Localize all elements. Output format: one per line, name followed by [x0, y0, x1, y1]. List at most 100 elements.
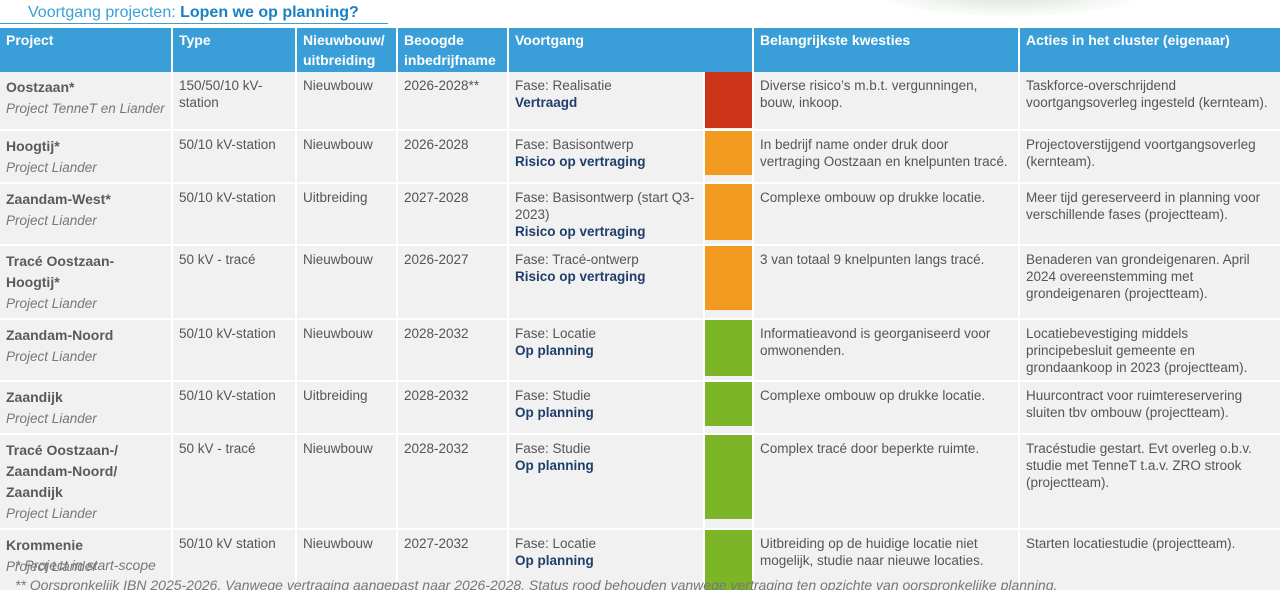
header-acties: Acties in het cluster (eigenaar): [1019, 28, 1280, 72]
project-cell: Tracé Oostzaan-Hoogtij* Project Liander: [0, 245, 173, 320]
project-cell: Zaandijk Project Liander: [0, 381, 173, 435]
beoogde-inbedrijfname-cell: 2028-2032: [397, 319, 509, 382]
table-row: Oostzaan* Project TenneT en Liander 150/50…: [0, 72, 1280, 131]
page-title-prefix: Voortgang projecten:: [28, 4, 181, 21]
nieuwbouw-uitbreiding-cell: Uitbreiding: [296, 183, 398, 246]
acties-cell: Starten locatiestudie (projectteam).: [1019, 529, 1280, 590]
voortgang-cell: Fase: Tracé-ontwerp Risico op vertraging: [508, 245, 705, 320]
table-row: Hoogtij* Project Liander 50/10 kV-station N…: [0, 130, 1280, 184]
project-name: Krommenie: [6, 537, 84, 553]
acties-cell: Tracéstudie gestart. Evt overleg o.b.v. …: [1019, 434, 1280, 530]
table-row: Tracé Oostzaan-Hoogtij* Project Liander 50…: [0, 245, 1280, 320]
project-owner: Project Liander: [6, 411, 97, 426]
planning-state: Risico op vertraging: [515, 224, 646, 239]
project-name: Tracé Oostzaan-Hoogtij*: [6, 253, 115, 290]
project-cell: Hoogtij* Project Liander: [0, 130, 173, 184]
nieuwbouw-uitbreiding-cell: Nieuwbouw: [296, 529, 398, 590]
acties-cell: Huurcontract voor ruimtereservering slui…: [1019, 381, 1280, 435]
nieuwbouw-uitbreiding-cell: Nieuwbouw: [296, 72, 398, 131]
project-cell: Zaandam-Noord Project Liander: [0, 319, 173, 382]
status-color-block: [705, 246, 752, 310]
table-row: Zaandijk Project Liander 50/10 kV-station U…: [0, 381, 1280, 435]
project-cell: Krommenie Project Liander: [0, 529, 173, 590]
kwesties-cell: Uitbreiding op de huidige locatie niet m…: [753, 529, 1020, 590]
phase-text: Fase: Tracé-ontwerp: [515, 252, 639, 267]
beoogde-inbedrijfname-cell: 2026-2028: [397, 130, 509, 184]
header-project: Project: [0, 28, 173, 72]
nieuwbouw-uitbreiding-cell: Nieuwbouw: [296, 245, 398, 320]
beoogde-inbedrijfname-cell: 2028-2032: [397, 434, 509, 530]
project-name: Oostzaan*: [6, 79, 75, 95]
status-color-block: [705, 131, 752, 175]
status-indicator: [704, 529, 754, 590]
phase-text: Fase: Basisontwerp (start Q3-2023): [515, 190, 695, 222]
header-voortgang: Voortgang: [508, 28, 754, 72]
project-cell: Tracé Oostzaan-/ Zaandam-Noord/ Zaandijk…: [0, 434, 173, 530]
status-color-block: [705, 530, 752, 590]
project-owner: Project Liander: [6, 559, 97, 574]
header-kwesties: Belangrijkste kwesties: [753, 28, 1020, 72]
kwesties-cell: Informatieavond is georganiseerd voor om…: [753, 319, 1020, 382]
page-title-emphasis: Lopen we op planning?: [180, 4, 359, 21]
title-underline: [0, 23, 388, 24]
acties-cell: Locatiebevestiging middels principebeslu…: [1019, 319, 1280, 382]
status-color-block: [705, 382, 752, 426]
beoogde-inbedrijfname-cell: 2027-2028: [397, 183, 509, 246]
acties-cell: Meer tijd gereserveerd in planning voor …: [1019, 183, 1280, 246]
project-name: Zaandijk: [6, 389, 63, 405]
type-cell: 50/10 kV-station: [172, 319, 297, 382]
voortgang-cell: Fase: Studie Op planning: [508, 381, 705, 435]
beoogde-inbedrijfname-cell: 2028-2032: [397, 381, 509, 435]
project-name: Zaandam-Noord: [6, 327, 114, 343]
status-indicator: [704, 245, 754, 320]
phase-text: Fase: Basisontwerp: [515, 137, 634, 152]
project-owner: Project Liander: [6, 160, 97, 175]
planning-state: Op planning: [515, 343, 594, 358]
nieuwbouw-uitbreiding-cell: Nieuwbouw: [296, 319, 398, 382]
project-name: Zaandam-West*: [6, 191, 111, 207]
planning-state: Op planning: [515, 405, 594, 420]
table-body: Oostzaan* Project TenneT en Liander 150/50…: [0, 72, 1280, 590]
status-color-block: [705, 184, 752, 240]
project-cell: Zaandam-West* Project Liander: [0, 183, 173, 246]
voortgang-cell: Fase: Studie Op planning: [508, 434, 705, 530]
header-beoogde-inbedrijfname: Beoogde inbedrijfname: [397, 28, 509, 72]
project-name: Hoogtij*: [6, 138, 60, 154]
voortgang-cell: Fase: Locatie Op planning: [508, 529, 705, 590]
table-row: Zaandam-Noord Project Liander 50/10 kV-sta…: [0, 319, 1280, 382]
kwesties-cell: Complexe ombouw op drukke locatie.: [753, 183, 1020, 246]
voortgang-cell: Fase: Realisatie Vertraagd: [508, 72, 705, 131]
kwesties-cell: Complexe ombouw op drukke locatie.: [753, 381, 1020, 435]
status-color-block: [705, 435, 752, 519]
kwesties-cell: In bedrijf name onder druk door vertragi…: [753, 130, 1020, 184]
voortgang-cell: Fase: Basisontwerp Risico op vertraging: [508, 130, 705, 184]
header-nieuwbouw-uitbreiding: Nieuwbouw/ uitbreiding: [296, 28, 398, 72]
project-cell: Oostzaan* Project TenneT en Liander: [0, 72, 173, 131]
phase-text: Fase: Realisatie: [515, 78, 612, 93]
nieuwbouw-uitbreiding-cell: Uitbreiding: [296, 381, 398, 435]
type-cell: 150/50/10 kV-station: [172, 72, 297, 131]
status-indicator: [704, 381, 754, 435]
planning-state: Op planning: [515, 458, 594, 473]
footnote-ibn: ** Oorspronkelijk IBN 2025-2026. Vanwege…: [15, 577, 1058, 590]
planning-state: Risico op vertraging: [515, 269, 646, 284]
type-cell: 50/10 kV-station: [172, 130, 297, 184]
beoogde-inbedrijfname-cell: 2027-2032: [397, 529, 509, 590]
phase-text: Fase: Studie: [515, 441, 591, 456]
status-indicator: [704, 130, 754, 184]
footnote-start-scope: * Project in start-scope: [15, 557, 156, 573]
status-indicator: [704, 434, 754, 530]
table-header-row: Project Type Nieuwbouw/ uitbreiding Beoo…: [0, 28, 1280, 72]
phase-text: Fase: Locatie: [515, 536, 597, 551]
type-cell: 50 kV - tracé: [172, 245, 297, 320]
kwesties-cell: Diverse risico’s m.b.t. vergunningen, bo…: [753, 72, 1020, 131]
project-owner: Project Liander: [6, 349, 97, 364]
status-indicator: [704, 72, 754, 131]
project-name: Tracé Oostzaan-/ Zaandam-Noord/ Zaandijk: [6, 442, 119, 500]
status-color-block: [705, 72, 752, 128]
status-color-block: [705, 320, 752, 376]
voortgang-cell: Fase: Basisontwerp (start Q3-2023) Risico…: [508, 183, 705, 246]
beoogde-inbedrijfname-cell: 2026-2028**: [397, 72, 509, 131]
nieuwbouw-uitbreiding-cell: Nieuwbouw: [296, 434, 398, 530]
acties-cell: Taskforce-overschrijdend voortgangsoverl…: [1019, 72, 1280, 131]
